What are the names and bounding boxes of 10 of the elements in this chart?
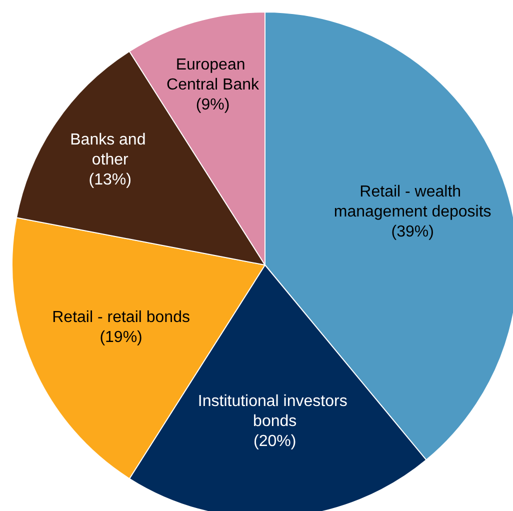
slice-label: Institutional investors bonds: [198, 393, 352, 430]
slice-label: Banks and other: [70, 131, 150, 168]
data-label: (39%): [391, 223, 434, 240]
data-label: (19%): [100, 328, 142, 346]
data-label: (9%): [196, 96, 230, 114]
slice-label: Retail - retail bonds: [52, 308, 190, 326]
slice-label: Retail - wealth management deposits: [334, 183, 492, 220]
data-label: (13%): [88, 171, 132, 188]
slice-label: European Central Bank: [166, 56, 260, 94]
data-label: (20%): [254, 433, 296, 450]
